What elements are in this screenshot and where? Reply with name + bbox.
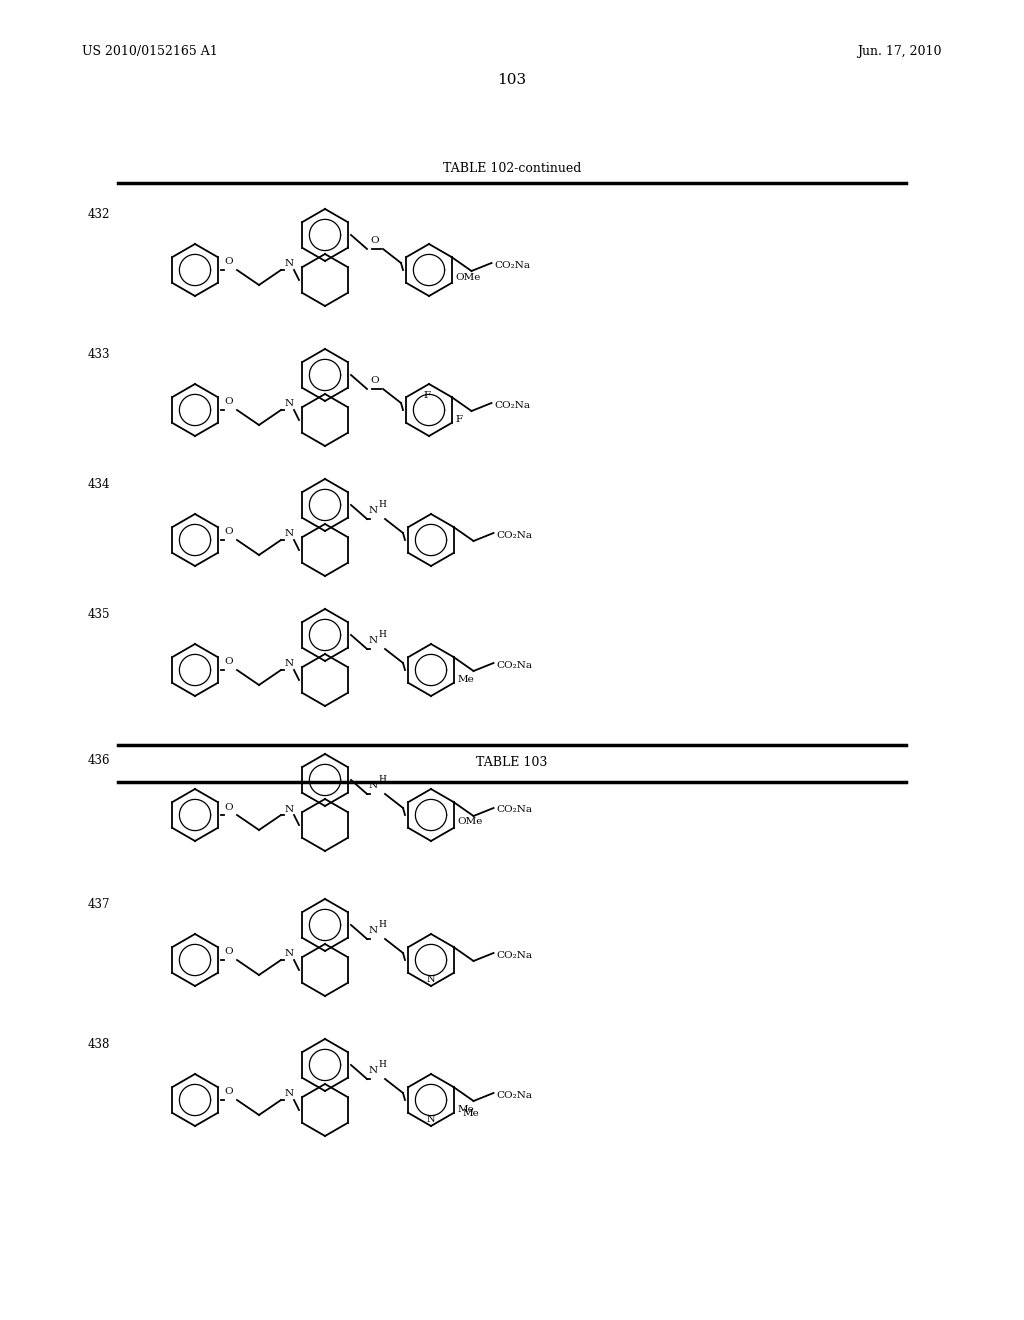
Text: N: N <box>369 781 378 791</box>
Text: O: O <box>224 528 233 536</box>
Text: 432: 432 <box>88 209 111 222</box>
Text: N: N <box>427 1115 435 1125</box>
Text: N: N <box>285 1089 294 1098</box>
Text: O: O <box>224 803 233 812</box>
Text: Jun. 17, 2010: Jun. 17, 2010 <box>857 45 942 58</box>
Text: O: O <box>224 257 233 267</box>
Text: F: F <box>424 392 430 400</box>
Text: N: N <box>285 260 294 268</box>
Text: US 2010/0152165 A1: US 2010/0152165 A1 <box>82 45 218 58</box>
Text: Me: Me <box>458 1105 474 1114</box>
Text: CO₂Na: CO₂Na <box>497 531 532 540</box>
Text: N: N <box>369 927 378 936</box>
Text: O: O <box>224 948 233 957</box>
Text: TABLE 102-continued: TABLE 102-continued <box>442 161 582 174</box>
Text: O: O <box>224 397 233 407</box>
Text: CO₂Na: CO₂Na <box>495 400 530 409</box>
Text: O: O <box>371 236 379 246</box>
Text: F: F <box>456 414 463 424</box>
Text: 433: 433 <box>88 348 111 362</box>
Text: H: H <box>378 1060 386 1069</box>
Text: 437: 437 <box>88 899 111 912</box>
Text: CO₂Na: CO₂Na <box>497 660 532 669</box>
Text: N: N <box>369 507 378 516</box>
Text: 434: 434 <box>88 479 111 491</box>
Text: N: N <box>427 975 435 985</box>
Text: N: N <box>285 949 294 958</box>
Text: N: N <box>285 660 294 668</box>
Text: CO₂Na: CO₂Na <box>497 950 532 960</box>
Text: Me: Me <box>463 1109 479 1118</box>
Text: 103: 103 <box>498 73 526 87</box>
Text: TABLE 103: TABLE 103 <box>476 756 548 770</box>
Text: N: N <box>285 400 294 408</box>
Text: 436: 436 <box>88 754 111 767</box>
Text: O: O <box>371 376 379 385</box>
Text: CO₂Na: CO₂Na <box>497 805 532 814</box>
Text: O: O <box>224 1088 233 1097</box>
Text: 435: 435 <box>88 609 111 622</box>
Text: Me: Me <box>458 675 474 684</box>
Text: N: N <box>369 1067 378 1076</box>
Text: OMe: OMe <box>458 817 483 826</box>
Text: N: N <box>369 636 378 645</box>
Text: H: H <box>378 775 386 784</box>
Text: OMe: OMe <box>456 272 481 281</box>
Text: O: O <box>224 657 233 667</box>
Text: H: H <box>378 631 386 639</box>
Text: N: N <box>285 529 294 539</box>
Text: H: H <box>378 500 386 510</box>
Text: 438: 438 <box>88 1039 111 1052</box>
Text: H: H <box>378 920 386 929</box>
Text: CO₂Na: CO₂Na <box>495 260 530 269</box>
Text: CO₂Na: CO₂Na <box>497 1090 532 1100</box>
Text: N: N <box>285 804 294 813</box>
